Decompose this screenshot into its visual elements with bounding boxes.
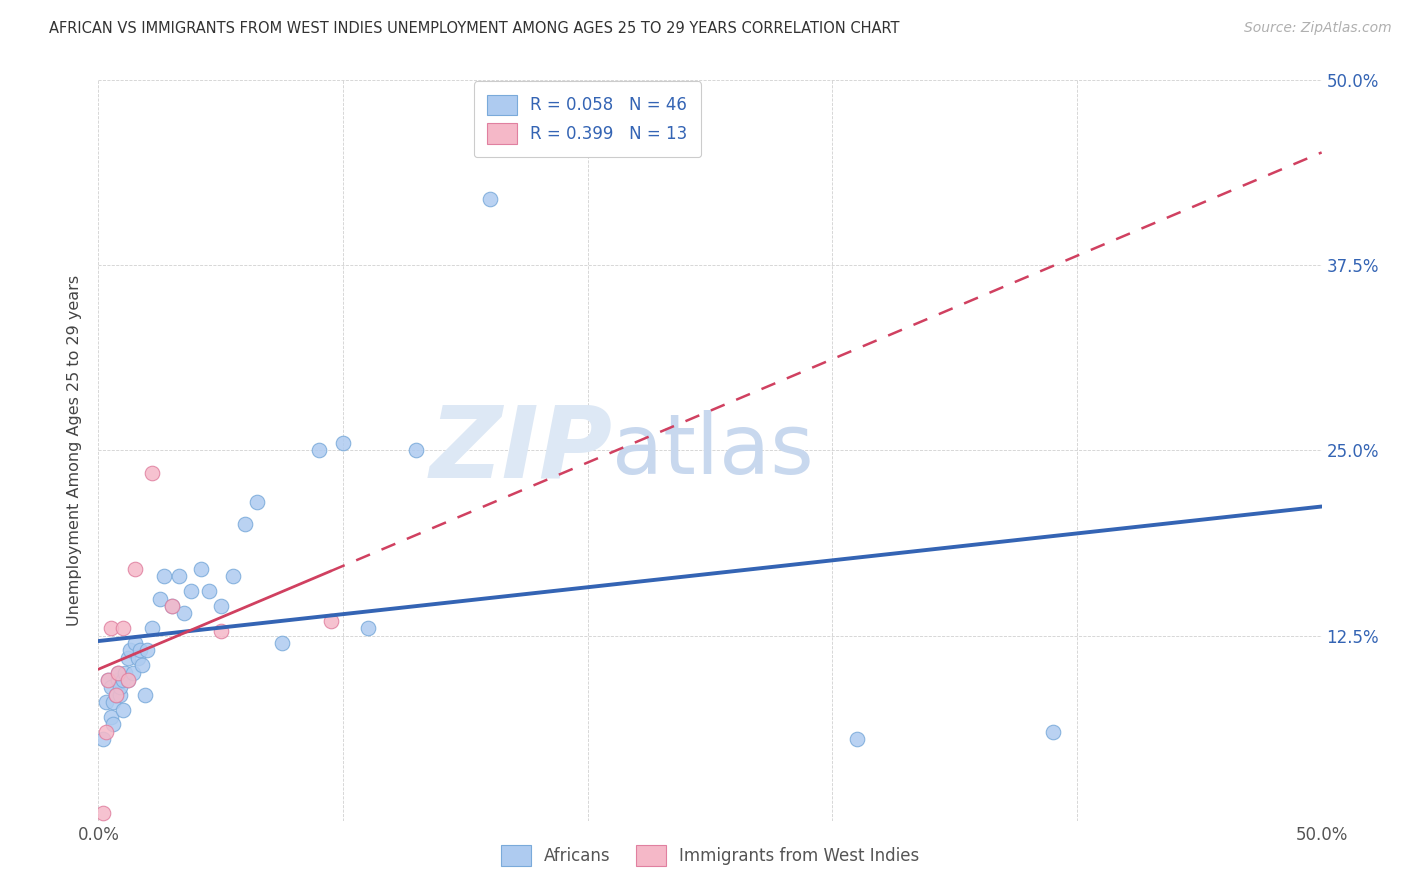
Point <box>136 643 159 657</box>
Point <box>124 562 146 576</box>
Point <box>405 443 427 458</box>
Point <box>97 673 120 687</box>
Point <box>111 673 134 687</box>
Text: ZIP: ZIP <box>429 402 612 499</box>
Point <box>104 688 127 702</box>
Text: Source: ZipAtlas.com: Source: ZipAtlas.com <box>1244 21 1392 35</box>
Point <box>173 607 195 621</box>
Point <box>101 695 124 709</box>
Point <box>190 562 212 576</box>
Point <box>101 717 124 731</box>
Point <box>1042 724 1064 739</box>
Point <box>153 569 176 583</box>
Point <box>134 688 156 702</box>
Point <box>110 688 132 702</box>
Point <box>117 673 139 687</box>
Point <box>180 584 202 599</box>
Point <box>91 806 114 821</box>
Point <box>111 621 134 635</box>
Point <box>107 673 129 687</box>
Legend: Africans, Immigrants from West Indies: Africans, Immigrants from West Indies <box>488 832 932 879</box>
Point <box>124 636 146 650</box>
Point <box>94 695 117 709</box>
Point <box>100 681 122 695</box>
Point <box>110 681 132 695</box>
Point <box>308 443 330 458</box>
Point <box>117 650 139 665</box>
Point <box>107 665 129 680</box>
Point <box>131 658 153 673</box>
Point <box>356 621 378 635</box>
Point <box>246 495 269 509</box>
Point <box>160 599 183 613</box>
Point <box>107 665 129 680</box>
Point <box>167 569 190 583</box>
Point <box>270 636 294 650</box>
Point <box>97 673 120 687</box>
Point <box>209 599 232 613</box>
Point <box>127 650 149 665</box>
Point <box>141 466 163 480</box>
Point <box>121 665 143 680</box>
Point <box>478 192 501 206</box>
Point <box>120 643 142 657</box>
Point <box>111 703 134 717</box>
Point <box>332 436 354 450</box>
Point <box>100 621 122 635</box>
Text: atlas: atlas <box>612 410 814 491</box>
Point <box>91 732 114 747</box>
Point <box>149 591 172 606</box>
Point <box>233 517 256 532</box>
Point <box>117 673 139 687</box>
Point <box>209 624 232 639</box>
Point <box>222 569 245 583</box>
Point <box>114 665 136 680</box>
Point <box>104 688 127 702</box>
Point <box>845 732 868 747</box>
Text: AFRICAN VS IMMIGRANTS FROM WEST INDIES UNEMPLOYMENT AMONG AGES 25 TO 29 YEARS CO: AFRICAN VS IMMIGRANTS FROM WEST INDIES U… <box>49 21 900 36</box>
Point <box>160 599 183 613</box>
Point <box>94 724 117 739</box>
Point <box>319 614 342 628</box>
Point <box>100 710 122 724</box>
Point <box>129 643 152 657</box>
Point <box>197 584 219 599</box>
Y-axis label: Unemployment Among Ages 25 to 29 years: Unemployment Among Ages 25 to 29 years <box>67 275 83 626</box>
Point <box>141 621 163 635</box>
